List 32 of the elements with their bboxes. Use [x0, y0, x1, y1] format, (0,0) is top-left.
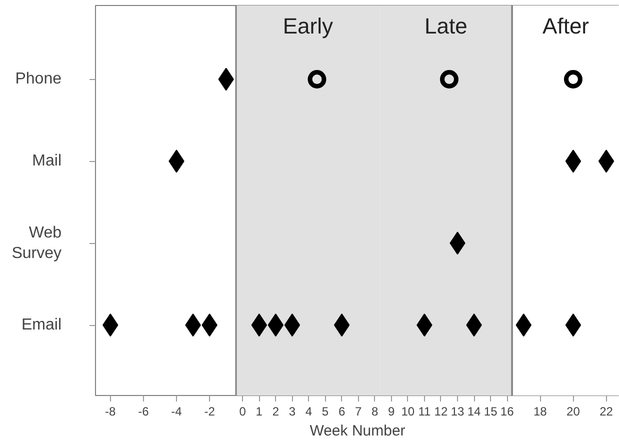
x-tick-label: 13 [450, 404, 465, 418]
band-label: Late [424, 14, 468, 38]
x-tick-label: 20 [566, 404, 580, 418]
x-axis-title: Week Number [310, 422, 406, 440]
x-tick-label: -4 [171, 404, 182, 418]
x-tick-label: 9 [388, 404, 396, 418]
x-tick-label: 6 [338, 404, 346, 418]
x-tick-label: 12 [434, 404, 448, 418]
x-tick-label: 15 [484, 404, 498, 418]
x-tick-label: 1 [256, 404, 263, 418]
x-tick-label: -8 [105, 404, 116, 418]
y-tick-label: Mail [32, 152, 62, 170]
x-tick-label: 16 [500, 404, 514, 418]
x-tick-label: 7 [354, 404, 362, 418]
x-tick-label: 22 [600, 404, 614, 418]
band-label: After [542, 14, 590, 38]
x-tick-label: 14 [467, 404, 482, 418]
x-tick-label: 5 [322, 404, 329, 418]
x-tick-label: 11 [418, 404, 431, 418]
x-tick-label: -2 [204, 404, 216, 418]
x-tick-label: 8 [372, 404, 379, 418]
x-tick-label: 0 [239, 404, 246, 418]
y-tick-label: Email [21, 316, 62, 334]
band-label: Early [282, 14, 333, 38]
x-tick-label: 3 [288, 404, 296, 418]
x-tick-label: 4 [305, 404, 312, 418]
x-tick-label: -6 [138, 404, 150, 418]
x-tick-label: 18 [533, 404, 548, 418]
x-tick-label: 2 [272, 404, 280, 418]
x-tick-label: 10 [401, 404, 415, 418]
y-tick-label: Phone [15, 70, 62, 88]
y-tick-label: Web Survey [12, 224, 62, 262]
